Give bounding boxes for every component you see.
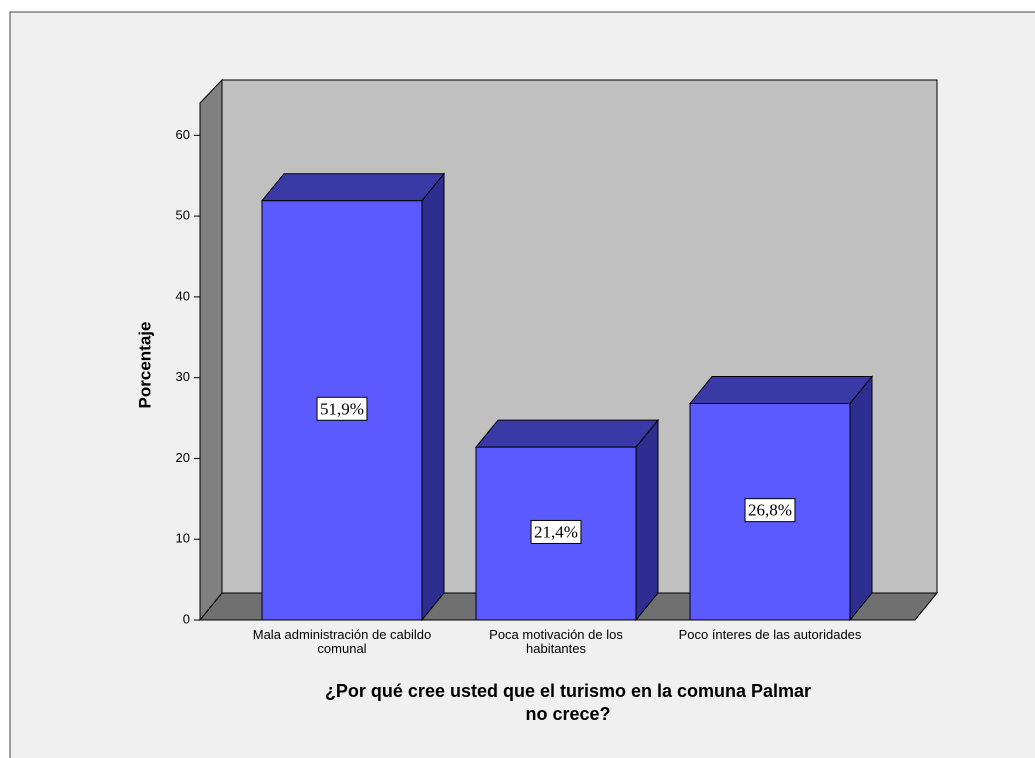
y-tick-label: 50: [176, 208, 190, 223]
y-tick-label: 20: [176, 450, 190, 465]
bar-side: [421, 172, 445, 622]
value-label-text: 26,8%: [748, 501, 792, 520]
side-wall: [199, 78, 223, 622]
y-tick-label: 0: [183, 611, 190, 626]
x-tick-label: Poco ínteres de las autoridades: [678, 627, 862, 642]
value-label-box: [316, 396, 368, 421]
value-label-text: 21,4%: [534, 522, 578, 541]
x-tick-label: Poca motivación de los habitantes: [489, 627, 623, 656]
x-tick-label: Mala administración de cabildo comunal: [252, 627, 432, 656]
y-tick-label: 10: [176, 531, 190, 546]
bar-top: [260, 173, 446, 202]
y-tick-label: 60: [176, 127, 190, 142]
value-label-text: 51,9%: [320, 399, 364, 418]
bar-side: [849, 375, 873, 622]
value-label: 51,9%: [316, 396, 368, 421]
y-tick-label: 40: [176, 288, 190, 303]
y-axis-title: Porcentaje: [135, 322, 154, 409]
value-label: 26,8%: [744, 498, 796, 523]
value-label: 21,4%: [530, 519, 582, 544]
y-tick-label: 30: [176, 369, 190, 384]
bar-top: [474, 419, 660, 448]
bar-side: [635, 418, 659, 622]
value-label-box: [744, 498, 796, 523]
value-label-box: [530, 519, 582, 544]
bar-top: [688, 376, 874, 405]
x-axis-title: ¿Por qué cree usted que el turismo en la…: [324, 681, 812, 724]
